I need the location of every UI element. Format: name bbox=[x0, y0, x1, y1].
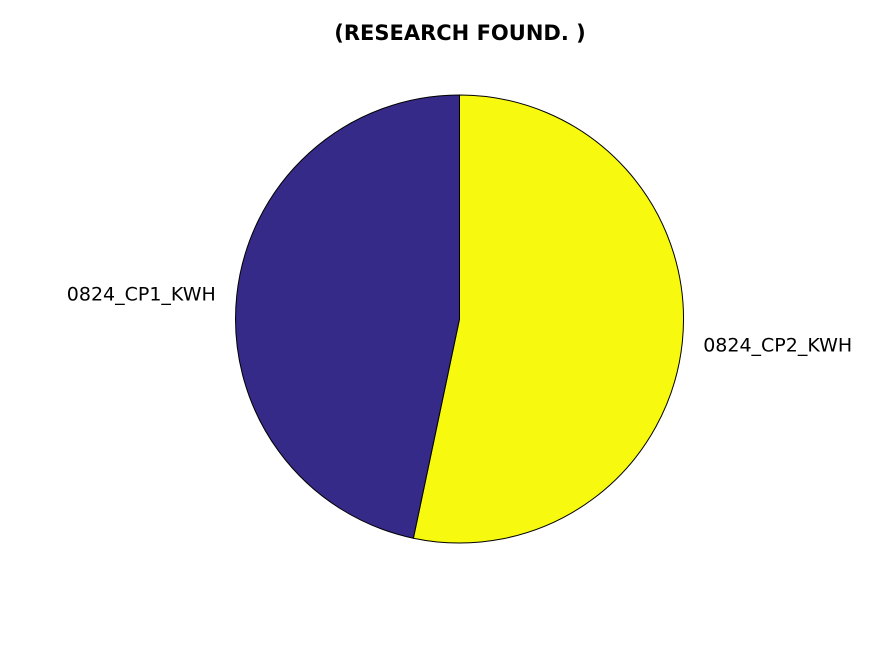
pie-slice-0824-cp2-kwh bbox=[412, 94, 684, 544]
pie-label-0824-cp2-kwh: 0824_CP2_KWH bbox=[703, 334, 852, 356]
pie-slice-0824-cp1-kwh bbox=[235, 94, 460, 539]
pie-labels: 0824_CP2_KWH 0824_CP1_KWH bbox=[67, 284, 852, 357]
chart-title: (RESEARCH FOUND. ) bbox=[334, 21, 585, 45]
pie-slices bbox=[235, 94, 684, 544]
pie-label-0824-cp1-kwh: 0824_CP1_KWH bbox=[67, 284, 216, 306]
